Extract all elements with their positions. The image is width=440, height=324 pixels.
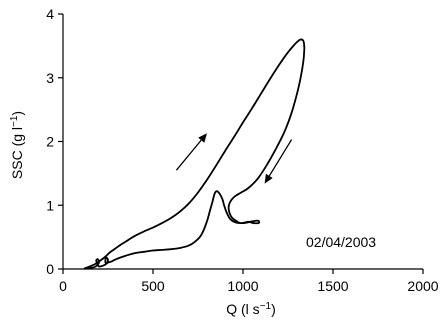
y-tick-label: 2 [46, 134, 54, 150]
y-tick-label: 0 [46, 261, 54, 277]
arrow-head-icon [264, 173, 273, 184]
ssc-discharge-loop-line [83, 38, 306, 270]
direction-arrows [175, 133, 293, 184]
x-tick-label: 0 [59, 278, 67, 294]
x-tick-label: 1500 [317, 278, 348, 294]
rising-limb-arrow [175, 139, 202, 171]
x-axis-title: Q (l s−1) [226, 301, 276, 317]
y-axis-title: SSC (g l−1) [9, 111, 25, 179]
x-tick-label: 1000 [227, 278, 258, 294]
y-tick-label: 1 [46, 197, 54, 213]
arrow-head-icon [198, 133, 207, 143]
x-tick-label: 500 [141, 278, 165, 294]
y-tick-label: 3 [46, 70, 54, 86]
x-axis-ticks: 0 500 1000 1500 2000 [59, 269, 439, 294]
date-annotation: 02/04/2003 [306, 234, 376, 250]
falling-limb-arrow [268, 139, 293, 177]
x-tick-label: 2000 [407, 278, 438, 294]
y-tick-label: 4 [46, 6, 54, 22]
y-axis-ticks: 0 1 2 3 4 [46, 6, 63, 277]
